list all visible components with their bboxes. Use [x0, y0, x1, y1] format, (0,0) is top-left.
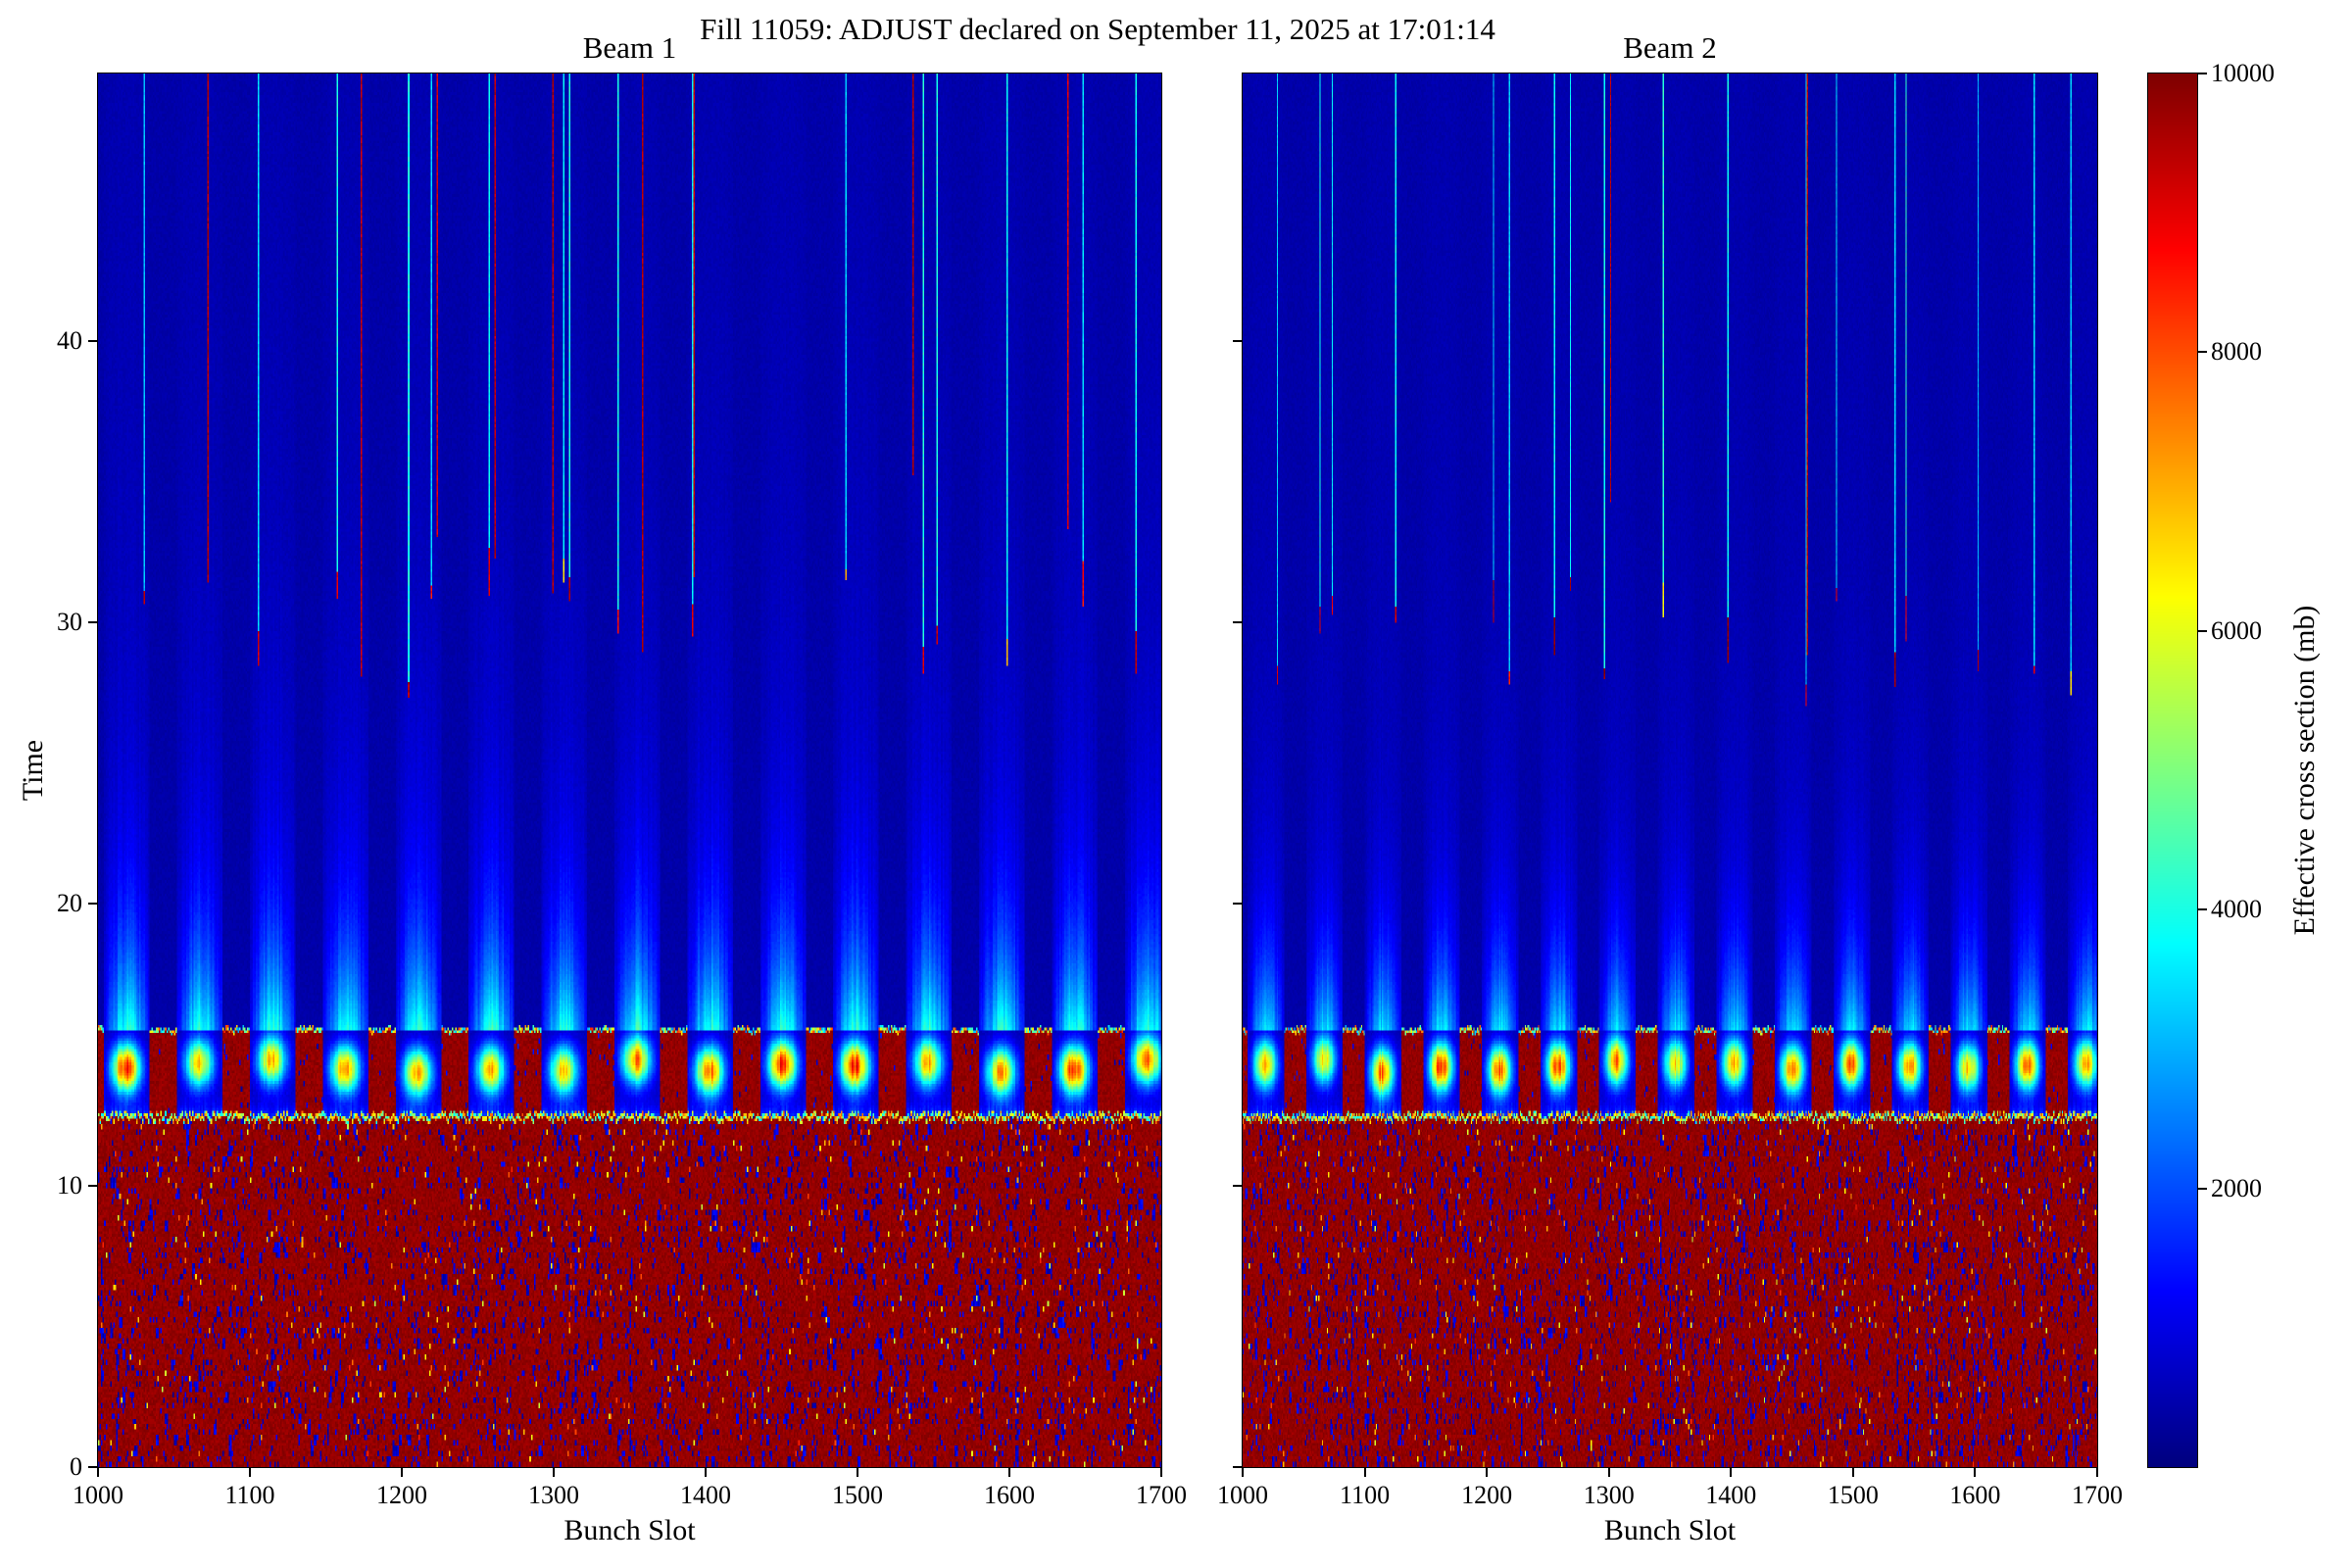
beam2-x-tick-label-1300: 1300 [1583, 1481, 1635, 1509]
beam1-y-tick-label-20: 20 [57, 889, 82, 918]
colorbar-tick-6000 [2198, 629, 2207, 632]
beam1-x-tick-label-1300: 1300 [528, 1481, 579, 1509]
beam1-x-tick-label-1600: 1600 [984, 1481, 1035, 1509]
beam2-x-tick-label-1600: 1600 [1949, 1481, 2001, 1509]
beam2-heatmap-canvas [1243, 74, 2097, 1467]
beam2-x-tick-label-1200: 1200 [1461, 1481, 1513, 1509]
beam1-x-tick-1200 [401, 1468, 403, 1477]
colorbar-tick-label-4000: 4000 [2211, 895, 2262, 924]
beam1-xaxis-label: Bunch Slot [564, 1514, 696, 1546]
beam2-x-tick-label-1100: 1100 [1340, 1481, 1391, 1509]
beam2-x-tick-label-1400: 1400 [1705, 1481, 1757, 1509]
beam1-x-tick-label-1400: 1400 [680, 1481, 731, 1509]
beam2-x-tick-label-1500: 1500 [1827, 1481, 1879, 1509]
colorbar-tick-10000 [2198, 73, 2207, 74]
beam2-x-tick-1300 [1607, 1468, 1610, 1477]
beam2-x-tick-1500 [1851, 1468, 1854, 1477]
beam2-x-tick-1100 [1363, 1468, 1366, 1477]
beam1-y-tick-40 [88, 339, 97, 342]
beam1-x-tick-label-1000: 1000 [73, 1481, 123, 1509]
beam2-x-tick-1200 [1486, 1468, 1489, 1477]
beam2-y-tick-10 [1233, 1184, 1242, 1187]
beam2-y-tick-20 [1233, 903, 1242, 906]
colorbar-tick-8000 [2198, 351, 2207, 354]
colorbar-tick-label-2000: 2000 [2211, 1173, 2262, 1202]
colorbar-tick-label-6000: 6000 [2211, 615, 2262, 645]
beam2-x-tick-1400 [1730, 1468, 1733, 1477]
beam1-y-tick-label-40: 40 [57, 325, 82, 355]
beam2-x-tick-1600 [1974, 1468, 1977, 1477]
beam1-x-tick-label-1500: 1500 [832, 1481, 883, 1509]
colorbar-label: Effective cross section (mb) [2288, 605, 2321, 936]
panel-title-beam1: Beam 1 [582, 30, 677, 65]
beam1-y-tick-30 [88, 621, 97, 624]
colorbar-tick-label-10000: 10000 [2211, 59, 2275, 87]
beam2-xaxis-label: Bunch Slot [1603, 1514, 1737, 1546]
beam2-x-tick-1700 [2096, 1468, 2098, 1477]
beam1-y-tick-label-30: 30 [57, 608, 82, 637]
beam1-x-tick-1500 [857, 1468, 858, 1477]
beam1-y-tick-10 [88, 1184, 97, 1187]
colorbar-tick-4000 [2198, 908, 2207, 911]
beam1-x-tick-1700 [1160, 1468, 1162, 1477]
beam2-y-tick-0 [1233, 1466, 1242, 1468]
beam2-y-tick-40 [1233, 339, 1242, 342]
beam1-y-tick-20 [88, 903, 97, 906]
beam2-y-tick-30 [1233, 621, 1242, 624]
beam2-x-tick-1000 [1242, 1468, 1244, 1477]
beam1-x-tick-1300 [553, 1468, 555, 1477]
beam1-x-tick-1100 [249, 1468, 251, 1477]
beam2-x-tick-label-1700: 1700 [2072, 1481, 2123, 1509]
beam2-x-tick-label-1000: 1000 [1217, 1481, 1268, 1509]
beam1-x-tick-label-1700: 1700 [1136, 1481, 1187, 1509]
colorbar-tick-label-8000: 8000 [2211, 337, 2262, 367]
colorbar-gradient [2148, 74, 2197, 1467]
beam1-heatmap-canvas [98, 74, 1161, 1467]
beam1-x-tick-1000 [97, 1468, 99, 1477]
beam1-x-tick-label-1100: 1100 [224, 1481, 275, 1509]
beam1-y-tick-label-0: 0 [70, 1452, 82, 1481]
beam1-x-tick-1400 [705, 1468, 707, 1477]
beam1-x-tick-1600 [1008, 1468, 1010, 1477]
colorbar-tick-2000 [2198, 1187, 2207, 1190]
beam1-x-tick-label-1200: 1200 [376, 1481, 427, 1509]
panel-title-beam2: Beam 2 [1623, 30, 1717, 65]
beam1-y-tick-label-10: 10 [57, 1170, 82, 1200]
yaxis-label-time: Time [17, 739, 49, 802]
beam1-y-tick-0 [88, 1466, 97, 1468]
figure-title: Fill 11059: ADJUST declared on September… [700, 12, 1495, 46]
